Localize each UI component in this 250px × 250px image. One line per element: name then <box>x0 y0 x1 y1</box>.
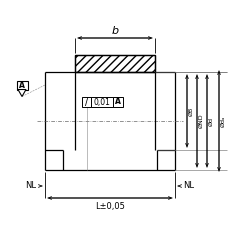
Bar <box>91 97 113 107</box>
Text: ØND: ØND <box>199 114 204 128</box>
Text: b: b <box>112 26 118 36</box>
Polygon shape <box>18 90 26 96</box>
Text: A: A <box>19 80 25 90</box>
Bar <box>113 97 123 107</box>
Text: Ødₐ: Ødₐ <box>221 115 226 127</box>
Bar <box>16 80 28 90</box>
Text: NL: NL <box>184 182 194 190</box>
Text: /: / <box>85 97 88 107</box>
Text: ØB: ØB <box>189 106 194 116</box>
Text: 0,01: 0,01 <box>94 98 110 106</box>
Text: A: A <box>115 98 121 106</box>
Text: L±0,05: L±0,05 <box>95 202 125 210</box>
Text: Ød: Ød <box>209 116 214 126</box>
Polygon shape <box>75 55 155 72</box>
Text: NL: NL <box>26 182 36 190</box>
Bar <box>82 97 91 107</box>
